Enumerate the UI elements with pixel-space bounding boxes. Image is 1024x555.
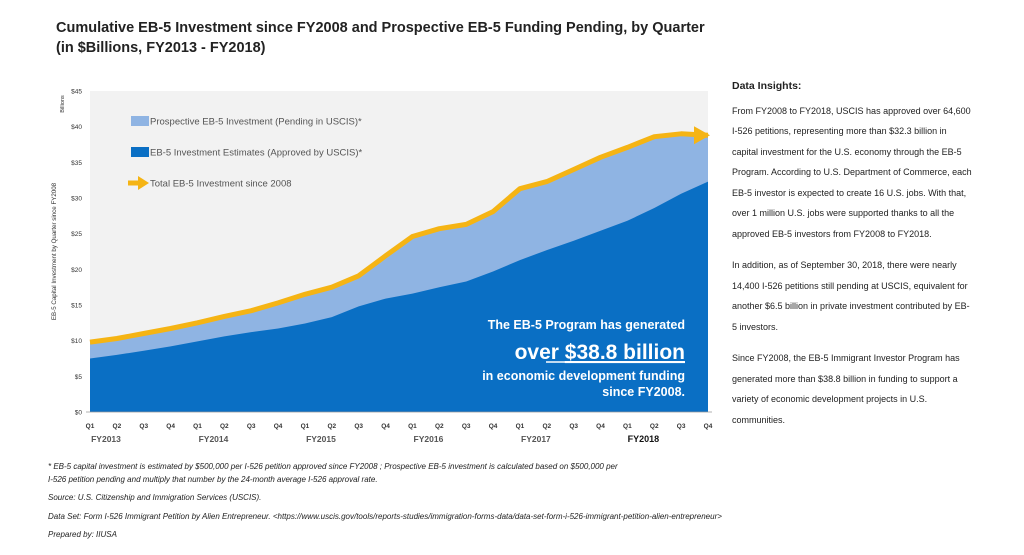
x-tick-label: Q2 [435,423,444,430]
fiscal-year-label: FY2016 [414,434,444,444]
annotation-line-1: The EB-5 Program has generated [488,318,685,332]
y-unit-label: Billions [60,95,66,113]
fiscal-year-label: FY2014 [199,434,229,444]
y-tick-label: $30 [71,196,82,203]
y-tick-label: $25 [71,231,82,238]
x-tick-label: Q3 [354,423,363,430]
y-tick-label: $40 [71,124,82,131]
legend-approved-label: EB-5 Investment Estimates (Approved by U… [150,148,363,159]
prepared-by-note: Prepared by: IIUSA [48,530,117,539]
annotation-line-4: since FY2008. [602,385,685,399]
x-tick-label: Q1 [301,423,310,430]
fiscal-year-label: FY2013 [91,434,121,444]
x-tick-label: Q2 [650,423,659,430]
y-tick-label: $20 [71,267,82,274]
fiscal-year-label: FY2017 [521,434,551,444]
x-tick-label: Q1 [408,423,417,430]
legend-approved-swatch [131,147,149,157]
annotation-headline-prefix: over [515,341,565,364]
total-investment-line [89,131,709,345]
x-tick-label: Q4 [166,423,175,430]
dataset-note: Data Set: Form I-526 Immigrant Petition … [48,511,722,521]
x-tick-label: Q3 [139,423,148,430]
chart-subtitle: (in $Billions, FY2013 - FY2018) [56,40,266,56]
insights-paragraph-1: From FY2008 to FY2018, USCIS has approve… [732,105,972,239]
footnote-line-2: I-526 petition pending and multiply that… [48,474,378,484]
x-tick-label: Q1 [193,423,202,430]
x-tick-label: Q4 [704,423,713,430]
x-tick-label: Q1 [86,423,95,430]
legend-prospective-label: Prospective EB-5 Investment (Pending in … [150,117,362,128]
data-insights-panel: Data Insights: From FY2008 to FY2018, US… [732,76,972,441]
eb5-area-chart: $0 $5 $10 $15 $20 $25 $30 $35 $40 $45 Billions EB-5… [51,89,713,445]
x-tick-label: Q1 [623,423,632,430]
fiscal-year-label: FY2015 [306,434,336,444]
annotation-headline: over $38.8 billion [515,341,685,364]
y-tick-label: $35 [71,160,82,167]
chart-footnotes: * EB-5 capital investment is estimated b… [48,461,748,542]
x-tick-label: Q4 [489,423,498,430]
x-tick-label: Q4 [381,423,390,430]
legend-total-arrow [138,176,149,190]
insights-paragraph-2: In addition, as of September 30, 2018, t… [732,260,970,332]
annotation-line-3: in economic development funding [482,369,685,383]
x-tick-label: Q2 [542,423,551,430]
x-tick-label: Q4 [274,423,283,430]
x-tick-label: Q3 [677,423,686,430]
x-tick-label: Q3 [569,423,578,430]
x-tick-label: Q4 [596,423,605,430]
x-tick-label: Q2 [220,423,229,430]
chart-title: Cumulative EB-5 Investment since FY2008 … [56,20,705,36]
x-tick-label: Q3 [462,423,471,430]
x-tick-label: Q2 [113,423,122,430]
y-tick-label: $15 [71,303,82,310]
legend-total-label: Total EB-5 Investment since 2008 [150,179,292,190]
x-tick-label: Q3 [247,423,256,430]
y-axis-title: EB-5 Capital Investment by Quarter since… [51,182,58,320]
x-tick-label: Q2 [327,423,336,430]
y-tick-label: $45 [71,89,82,96]
total-line-arrowhead [694,126,710,145]
insights-paragraph-3: Since FY2008, the EB-5 Immigrant Investo… [732,353,960,425]
y-tick-label: $0 [75,410,83,417]
footnote-line-1: * EB-5 capital investment is estimated b… [48,462,618,471]
y-tick-label: $5 [75,374,83,381]
x-tick-label: Q1 [516,423,525,430]
insights-heading: Data Insights: [732,80,802,92]
legend-prospective-swatch [131,116,149,126]
source-note: Source: U.S. Citizenship and Immigration… [48,493,262,502]
approved-investment-area [90,181,708,412]
fiscal-year-label: FY2018 [628,434,660,444]
y-tick-label: $10 [71,338,82,345]
annotation-headline-amount: $38.8 billion [565,341,685,364]
